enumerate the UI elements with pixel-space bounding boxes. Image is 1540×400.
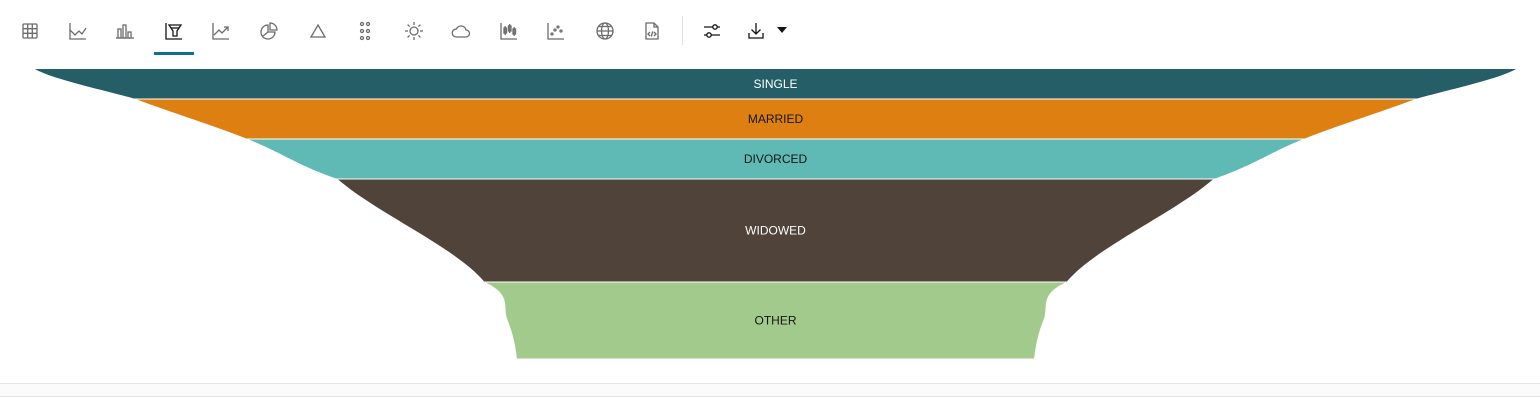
download-button[interactable] [739,14,773,48]
funnel-segment-married[interactable] [136,99,1415,139]
chart-type-button-table[interactable] [13,14,47,48]
chart-type-button-pyramid[interactable] [301,14,335,48]
chart-type-button-globe[interactable] [588,14,622,48]
pie-chart-icon [260,22,278,40]
dots-grid-icon [359,21,371,41]
funnel-label: DIVORCED [744,152,808,166]
table-icon [22,23,38,39]
settings-button[interactable] [695,14,729,48]
download-icon [748,23,764,39]
chart-type-button-line-chart[interactable] [61,14,95,48]
divider [0,396,1540,397]
trend-chart-icon [212,23,229,40]
chart-type-button-sunburst[interactable] [397,14,431,48]
chart-type-button-code-file[interactable] [635,14,669,48]
chart-type-toolbar [0,0,1540,56]
funnel-segment-single[interactable] [35,69,1516,99]
globe-icon [596,22,614,40]
funnel-segment-divorced[interactable] [248,139,1303,179]
toolbar-divider [682,16,683,45]
footer-strip [0,384,1540,396]
funnel-chart-icon [165,23,183,40]
chart-type-button-pie-chart[interactable] [252,14,286,48]
chart-type-button-dots-grid[interactable] [348,14,382,48]
funnel-label: WIDOWED [745,224,806,238]
scatter-icon [547,23,564,40]
funnel-segment-other[interactable] [485,282,1066,359]
divider [0,383,1540,384]
chart-type-button-scatter[interactable] [539,14,573,48]
candlestick-icon [500,23,517,40]
chart-type-button-trend-chart[interactable] [204,14,238,48]
chart-type-button-bar-chart[interactable] [108,14,142,48]
code-file-icon [645,22,659,40]
line-chart-icon [69,23,87,40]
caret-down-icon[interactable] [777,27,787,33]
sunburst-icon [405,22,423,40]
chart-type-button-candlestick[interactable] [492,14,526,48]
funnel-label: MARRIED [748,112,804,126]
sliders-icon [704,24,720,38]
funnel-label: OTHER [755,314,797,328]
chart-type-button-cloud[interactable] [444,14,478,48]
chart-type-button-funnel-chart[interactable] [154,14,194,55]
funnel-chart: SINGLE MARRIED DIVORCED WIDOWED OTHER [35,69,1516,359]
funnel-label: SINGLE [753,77,797,91]
funnel-segment-widowed[interactable] [338,179,1213,282]
cloud-icon [451,25,471,38]
bar-chart-icon [116,24,134,39]
pyramid-icon [309,23,327,38]
